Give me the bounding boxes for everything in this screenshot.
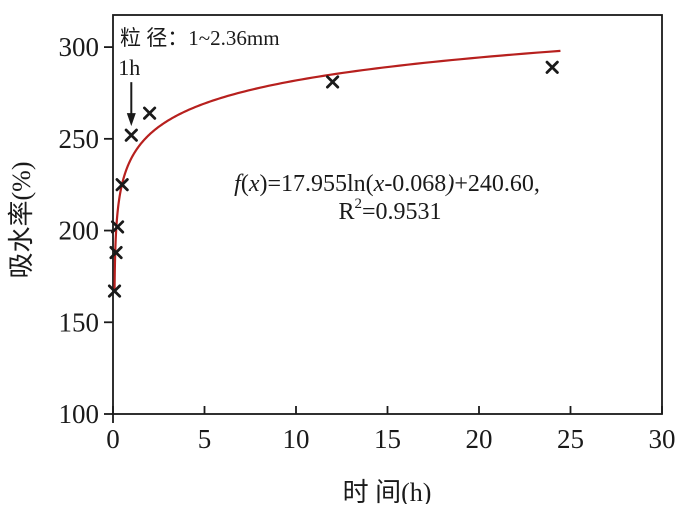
particle-size-label: 粒 径：1~2.36mm (120, 26, 280, 50)
x-tick-label: 0 (106, 424, 120, 454)
y-tick-label: 250 (59, 124, 100, 154)
x-tick-label: 15 (374, 424, 401, 454)
data-point-marker (115, 178, 129, 192)
equation-segment: x (373, 171, 385, 197)
x-tick-label: 5 (198, 424, 212, 454)
annotation-arrow-head (126, 113, 136, 127)
equation-segment: +240.60, (454, 171, 540, 197)
data-point-marker (545, 60, 559, 74)
equation-segment: ( (241, 171, 249, 197)
y-axis-title: 吸水率(%) (7, 162, 36, 279)
data-point-marker (124, 128, 138, 142)
equation-segment: -0.068 (384, 171, 446, 197)
equation-segment: )=17.955ln( (259, 171, 373, 197)
equation-segment: 2 (354, 196, 362, 212)
x-axis-title: 时 间(h) (343, 478, 432, 504)
fit-equation: f(x)=17.955ln(x-0.068)+240.60, (234, 171, 540, 197)
x-tick-label: 30 (649, 424, 676, 454)
y-tick-label: 300 (59, 32, 100, 62)
equation-segment: f (234, 171, 244, 197)
y-tick-label: 200 (59, 216, 100, 246)
y-tick-label: 150 (59, 307, 100, 337)
equation-segment: =0.9531 (362, 199, 442, 225)
data-point-marker (109, 245, 123, 260)
equation-segment: ) (444, 171, 454, 197)
r-squared-value: R2=0.9531 (338, 196, 441, 225)
x-tick-label: 25 (557, 424, 584, 454)
y-tick-label: 100 (59, 399, 100, 429)
data-point-marker (107, 284, 122, 298)
x-tick-label: 20 (466, 424, 493, 454)
data-point-marker (326, 75, 340, 89)
equation-segment: R (338, 199, 354, 225)
data-point-marker (143, 106, 157, 120)
x-tick-label: 10 (283, 424, 310, 454)
annotation-arrow-label: 1h (118, 55, 140, 80)
data-point-marker (110, 220, 125, 234)
equation-segment: x (248, 171, 260, 197)
